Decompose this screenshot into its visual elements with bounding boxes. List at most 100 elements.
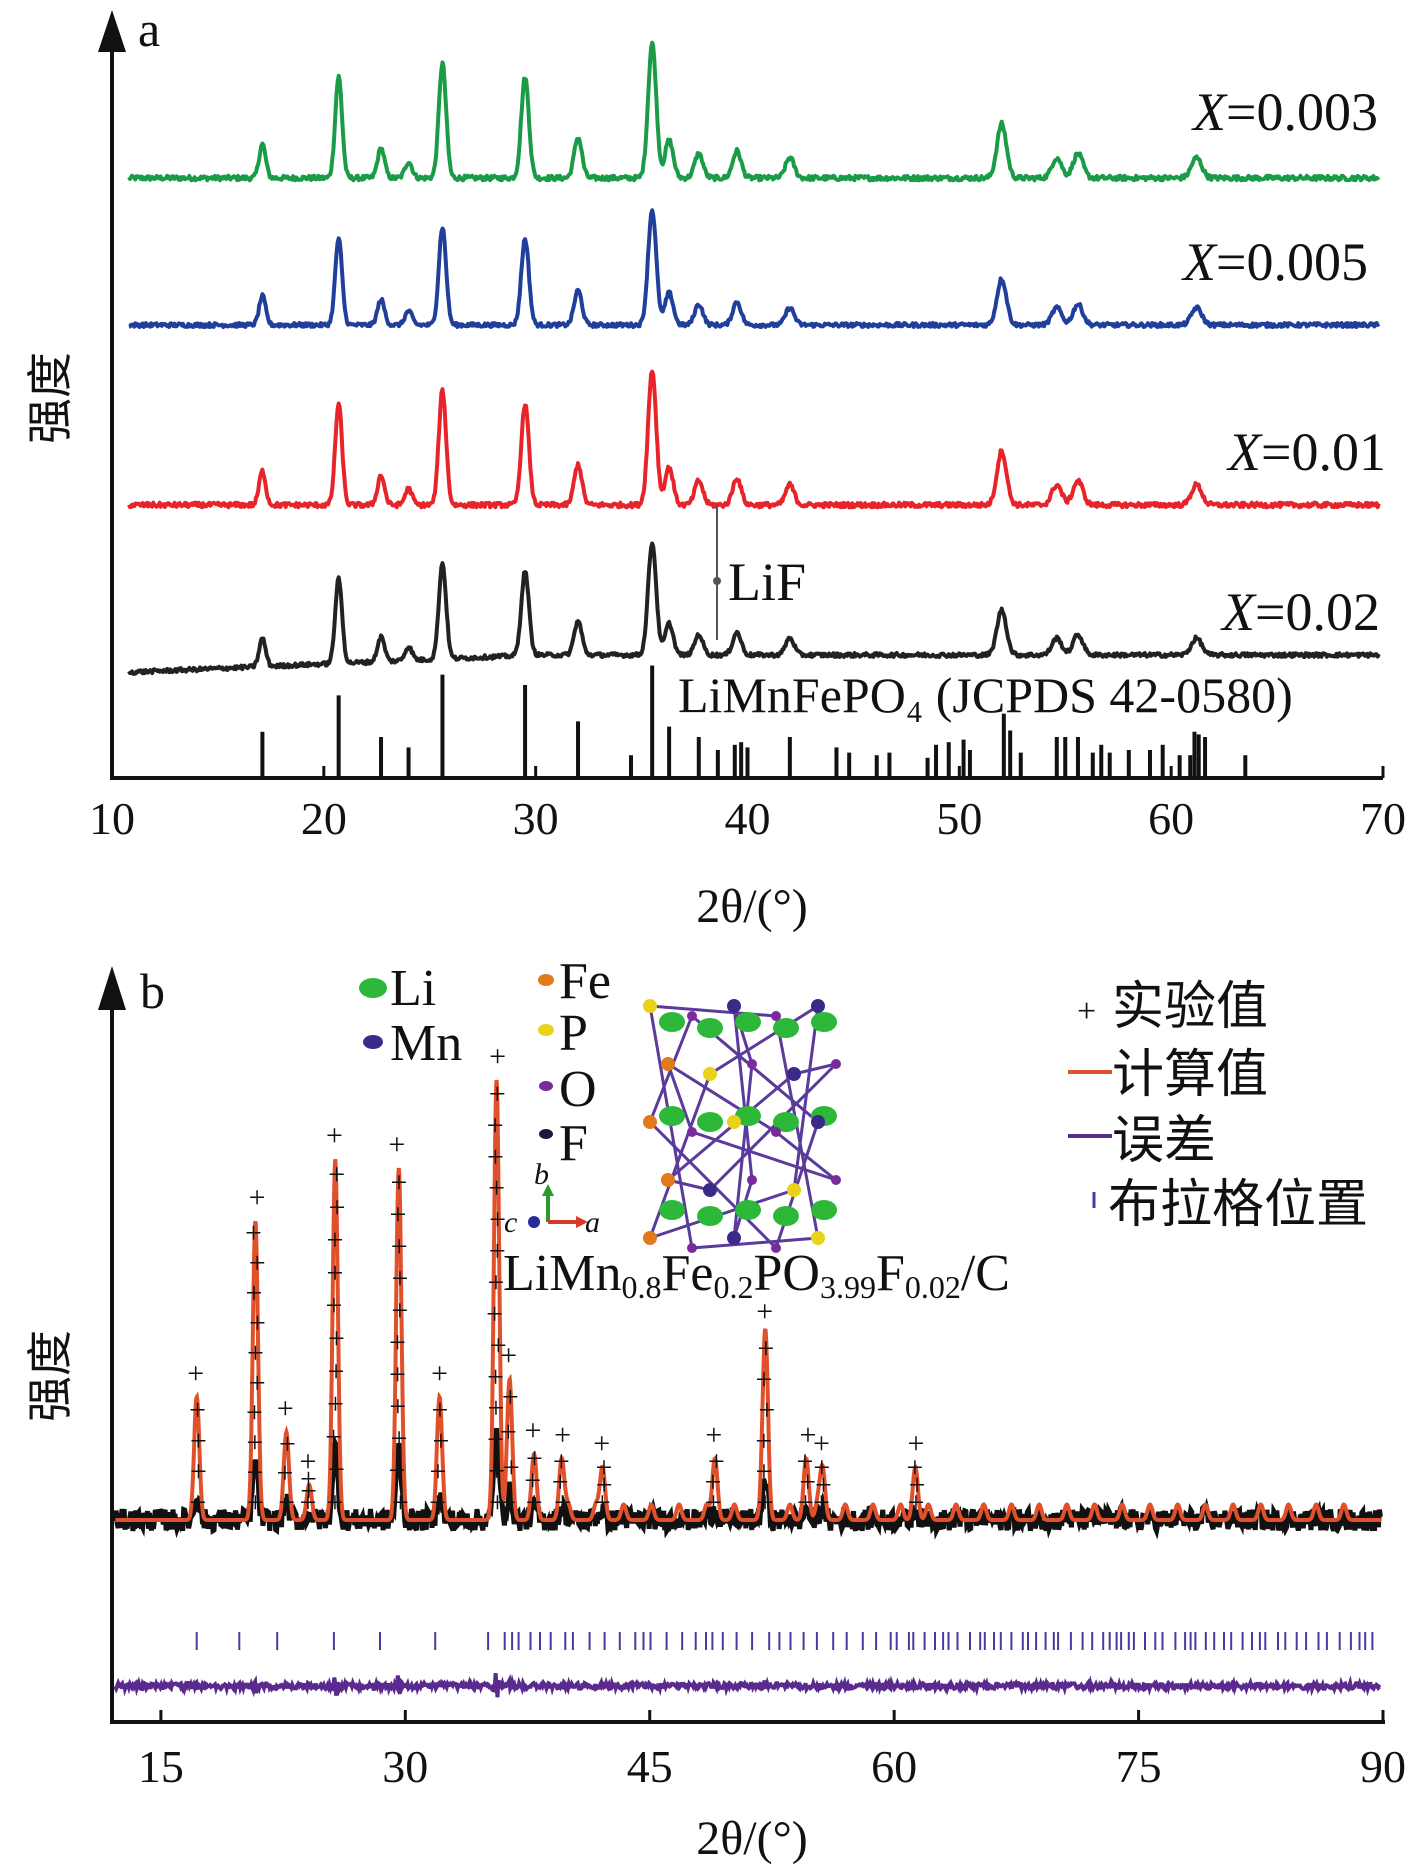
observed-point: + — [705, 1418, 722, 1451]
observed-point: + — [755, 1424, 772, 1457]
crystal-atom — [727, 1231, 741, 1245]
observed-point: + — [327, 1224, 344, 1257]
observed-point: + — [325, 1420, 342, 1453]
observed-point: + — [486, 1297, 503, 1330]
observed-point: + — [524, 1464, 541, 1497]
observed-point: + — [389, 1390, 406, 1423]
triad-c-label: c — [504, 1206, 517, 1239]
panel-a-x-tick-label: 10 — [89, 793, 135, 844]
crystal-bond — [709, 1004, 819, 1076]
observed-point: + — [526, 1486, 543, 1519]
observed-point: + — [489, 1077, 506, 1110]
xrd-pattern-0003 — [127, 40, 1381, 183]
panel-a-x-tick-label: 60 — [1148, 793, 1194, 844]
observed-point: + — [326, 1256, 343, 1289]
crystal-li-atom — [659, 1106, 685, 1126]
panel-b-x-tick-label: 15 — [138, 1741, 184, 1792]
crystal-atom — [661, 1173, 675, 1187]
observed-point: + — [489, 1235, 506, 1268]
crystal-li-atom — [811, 1012, 837, 1032]
panel-b-x-tick-label: 45 — [627, 1741, 673, 1792]
observed-point: + — [490, 1329, 507, 1362]
panel-a-label: a — [138, 1, 160, 57]
observed-point: + — [389, 1326, 406, 1359]
panel-a-x-tick-label: 40 — [725, 793, 771, 844]
observed-point: + — [391, 1422, 408, 1455]
crystal-atom — [811, 1231, 825, 1245]
observed-point: + — [757, 1332, 774, 1365]
observed-point: + — [705, 1466, 722, 1499]
crystal-li-atom — [773, 1206, 799, 1226]
crystal-li-atom — [735, 1106, 761, 1126]
refinement-legend: + 实验值 计算值 误差 布拉格位置 — [1068, 977, 1368, 1235]
triad-a-arrowhead — [576, 1216, 588, 1228]
observed-point: + — [756, 1295, 773, 1328]
crystal-atom — [643, 999, 657, 1013]
crystal-li-atom — [697, 1206, 723, 1226]
observed-point: + — [813, 1451, 830, 1484]
panel-a: 10 20 30 40 50 60 70 a 强度 2θ/(°) LiF LiMnFePO₄… — [23, 1, 1406, 933]
crystal-bond — [648, 1005, 694, 1249]
observed-point: + — [500, 1416, 517, 1449]
panel-a-x-tick-label: 20 — [301, 793, 347, 844]
observed-point: + — [299, 1486, 316, 1519]
crystal-li-atom — [659, 1012, 685, 1032]
triad-b-arrowhead — [542, 1184, 554, 1196]
crystal-bond — [666, 1063, 694, 1133]
observed-point: + — [489, 1203, 506, 1236]
observed-point: + — [554, 1418, 571, 1451]
difference-curve — [113, 1672, 1381, 1698]
observed-point: + — [499, 1486, 516, 1519]
observed-point: + — [300, 1463, 317, 1496]
observed-point: + — [526, 1442, 543, 1475]
crystal-atom — [747, 1175, 757, 1185]
crystal-structure-image — [643, 999, 841, 1253]
observed-point: + — [391, 1294, 408, 1327]
legend-bragg: 布拉格位置 — [1108, 1175, 1368, 1235]
reference-pattern-label: LiMnFePO₄ (JCPDS 42-0580) — [678, 667, 1293, 723]
observed-point: + — [389, 1358, 406, 1391]
triad-c-dot — [528, 1216, 540, 1228]
lif-marker-dot — [713, 577, 721, 585]
crystal-atom — [811, 1115, 825, 1129]
observed-point: + — [430, 1455, 447, 1488]
panel-b-x-ticks: 15 30 45 60 75 90 — [138, 1710, 1406, 1792]
observed-point: + — [594, 1486, 611, 1519]
panel-b-y-label: 强度 — [23, 1330, 77, 1422]
crystal-atom — [643, 1231, 657, 1245]
fe-atom-icon — [538, 974, 554, 986]
xrd-pattern-0005 — [128, 208, 1381, 329]
f-atom-icon — [539, 1129, 553, 1139]
o-atom-icon — [539, 1081, 553, 1091]
crystal-li-atom — [659, 1200, 685, 1220]
li-atom-icon — [359, 978, 387, 998]
crystal-li-atom — [773, 1018, 799, 1038]
observed-point: + — [249, 1181, 266, 1214]
observed-point: + — [487, 1423, 504, 1456]
observed-point: + — [708, 1445, 725, 1478]
observed-point: + — [909, 1468, 926, 1501]
crystal-atom — [687, 1011, 697, 1021]
observed-point: + — [553, 1445, 570, 1478]
crystal-bond — [732, 1005, 754, 1065]
axes-triad: b c a — [504, 1158, 600, 1239]
legend-observed: 实验值 — [1112, 977, 1268, 1037]
triad-a-label: a — [585, 1206, 600, 1239]
observed-point: + — [189, 1394, 206, 1427]
legend-calculated: 计算值 — [1112, 1045, 1268, 1105]
observed-point: + — [757, 1486, 774, 1519]
lif-label: LiF — [728, 552, 806, 612]
observed-point: + — [391, 1262, 408, 1295]
crystal-bond — [793, 1062, 837, 1076]
panel-b-x-tick-label: 90 — [1360, 1741, 1406, 1792]
observed-point: + — [554, 1486, 571, 1519]
observed-point: + — [758, 1394, 775, 1427]
p-atom-icon — [538, 1024, 554, 1036]
observed-point: + — [249, 1366, 266, 1399]
observed-point: + — [488, 1392, 505, 1425]
atom-fe: Fe — [559, 953, 611, 1010]
crystal-atom — [661, 1057, 675, 1071]
observed-point: + — [325, 1289, 342, 1322]
crystal-bond — [708, 1062, 838, 1192]
observed-point: + — [705, 1486, 722, 1519]
